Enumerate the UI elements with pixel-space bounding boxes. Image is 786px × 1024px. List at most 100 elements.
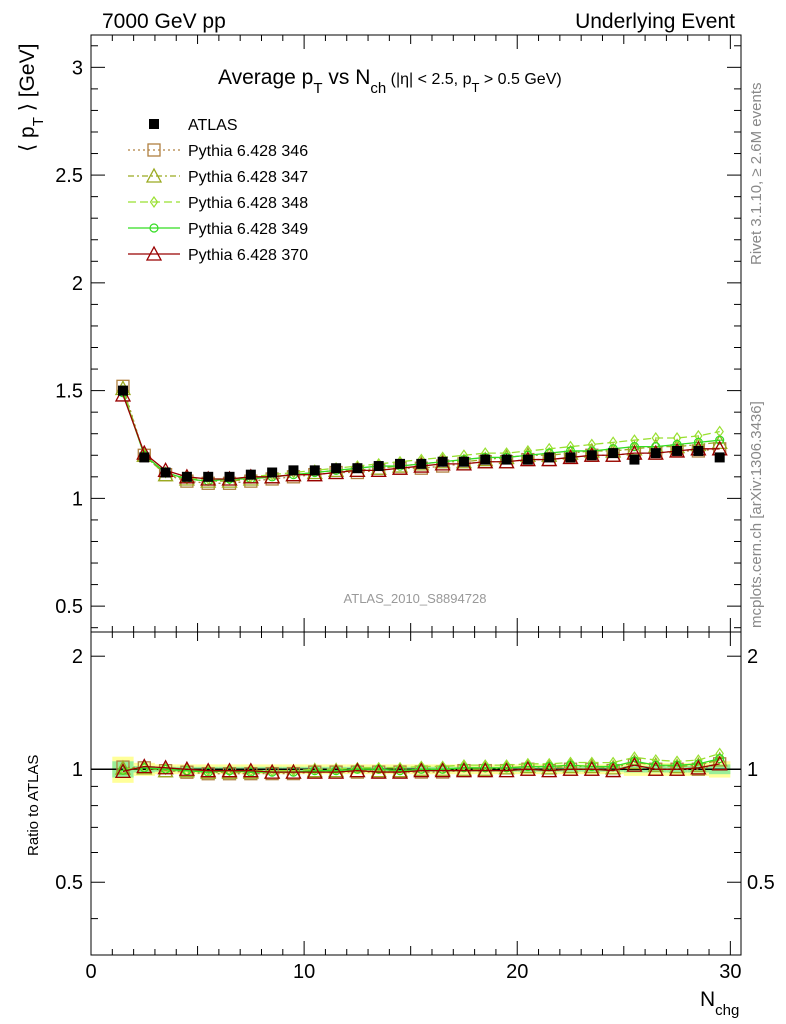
- ylabel-sub: T: [30, 117, 47, 126]
- ratio-series-point: [434, 762, 451, 778]
- ratio-series-point: [242, 762, 259, 778]
- side-label-top: Rivet 3.1.10, ≥ 2.6M events: [748, 83, 765, 266]
- ratio-series-point: [544, 757, 554, 770]
- ratio-series-point: [349, 762, 366, 778]
- x-tick-label: 30: [719, 961, 741, 983]
- legend-label: Pythia 6.428 348: [188, 195, 308, 212]
- ratio-series-point: [221, 762, 238, 778]
- data-point: [181, 471, 192, 482]
- legend: ATLAS Pythia 6.428 346 Pythia 6.428 347 Pyt…: [128, 117, 308, 264]
- data-point: [352, 463, 363, 474]
- title-sub: T: [313, 80, 322, 97]
- title-part: vs N: [323, 66, 371, 89]
- ratio-y-axis-label: Ratio to ATLAS: [25, 755, 42, 856]
- data-point: [544, 452, 555, 463]
- data-point: [224, 471, 235, 482]
- y-tick-label: 0.5: [55, 596, 83, 618]
- ratio-series-point: [605, 762, 622, 778]
- legend-entry-4: Pythia 6.428 349: [128, 221, 308, 238]
- ratio-y-tick-label: 0.5: [55, 872, 83, 894]
- title-part: Average p: [218, 66, 313, 89]
- data-point: [501, 454, 512, 465]
- legend-marker: [145, 245, 163, 261]
- data-point: [693, 445, 704, 456]
- ratio-y-tick-label-right: 0.5: [747, 872, 775, 894]
- ratio-series-point: [157, 759, 174, 775]
- ratio-y-tick-label: 2: [72, 646, 83, 668]
- legend-marker: [149, 195, 159, 209]
- legend-marker: [147, 143, 161, 157]
- ratio-series-point: [413, 762, 430, 778]
- data-point: [650, 448, 661, 459]
- data-point: [672, 445, 683, 456]
- chart-title: Average pT vs Nch (|η| < 2.5, pT > 0.5 G…: [218, 66, 562, 97]
- data-point: [437, 456, 448, 467]
- title-cut: (|η| < 2.5, p: [386, 71, 471, 88]
- ratio-series-point: [455, 762, 473, 778]
- legend-label: Pythia 6.428 346: [188, 143, 308, 160]
- ratio-series-point: [562, 760, 579, 776]
- ratio-series-point: [391, 763, 409, 779]
- y-tick-label: 1.5: [55, 381, 83, 403]
- data-point: [288, 465, 299, 476]
- header-right: Underlying Event: [575, 10, 735, 33]
- header-left: 7000 GeV pp: [102, 10, 226, 33]
- y-tick-label: 1: [72, 488, 83, 510]
- watermark-label: ATLAS_2010_S8894728: [344, 591, 487, 606]
- legend-entry-2: Pythia 6.428 347: [128, 167, 308, 186]
- ratio-series-point: [200, 762, 217, 778]
- ratio-series-point: [417, 760, 426, 773]
- y-tick-label: 2: [72, 273, 83, 295]
- data-point: [480, 454, 491, 465]
- legend-label: Pythia 6.428 349: [188, 221, 308, 238]
- ratio-series-point: [350, 765, 365, 779]
- ratio-series-point: [178, 760, 195, 776]
- series-2: [114, 380, 728, 488]
- x-tick-label: 10: [293, 961, 315, 983]
- ratio-series-point: [672, 755, 682, 768]
- title-sub: ch: [370, 80, 386, 97]
- legend-entry-3: Pythia 6.428 348: [128, 195, 308, 212]
- data-point: [522, 454, 533, 465]
- data-point: [331, 463, 342, 474]
- data-point: [267, 467, 278, 478]
- y-tick-label: 3: [72, 57, 83, 79]
- data-point: [416, 458, 427, 469]
- legend-label: Pythia 6.428 347: [188, 169, 308, 186]
- data-point: [309, 465, 320, 476]
- x-axis-label: Nchg: [700, 988, 739, 1019]
- ratio-series-point: [668, 760, 686, 776]
- ratio-series-point: [498, 762, 515, 778]
- ratio-series-5: [114, 755, 728, 779]
- data-point: [245, 469, 256, 480]
- ratio-series-point: [306, 763, 323, 779]
- ratio-series-point: [608, 756, 618, 769]
- title-sub: T: [471, 80, 479, 95]
- data-point: [458, 456, 469, 467]
- ratio-series-point: [694, 754, 703, 767]
- title-cut: > 0.5 GeV): [479, 71, 561, 88]
- y-tick-label: 2.5: [55, 165, 83, 187]
- ratio-series-line: [122, 763, 720, 773]
- ratio-series-point: [114, 763, 132, 779]
- legend-label: Pythia 6.428 370: [188, 247, 308, 264]
- data-point: [629, 454, 640, 465]
- ratio-series-point: [626, 756, 643, 772]
- ratio-series-point: [583, 760, 600, 776]
- legend-entry-1: Pythia 6.428 346: [128, 143, 308, 160]
- ratio-plot-border: [90, 631, 742, 956]
- ylabel-part: ⟨ p: [16, 126, 39, 152]
- legend-entry-data: ATLAS: [149, 117, 238, 134]
- ratio-series-point: [285, 763, 302, 779]
- ratio-series-point: [477, 762, 494, 778]
- data-point: [117, 385, 128, 396]
- ratio-plot-frame: 0 10 20 30 0.5 0.5 1 1 2 2: [55, 631, 775, 983]
- side-label-bottom: mcplots.cern.ch [arXiv:1306.3436]: [748, 401, 765, 628]
- ratio-series-point: [395, 761, 405, 774]
- xlabel-main: N: [700, 988, 715, 1011]
- ratio-series-point: [690, 759, 707, 775]
- ratio-y-tick-label: 1: [72, 759, 83, 781]
- series-line: [122, 388, 720, 482]
- data-point: [565, 452, 576, 463]
